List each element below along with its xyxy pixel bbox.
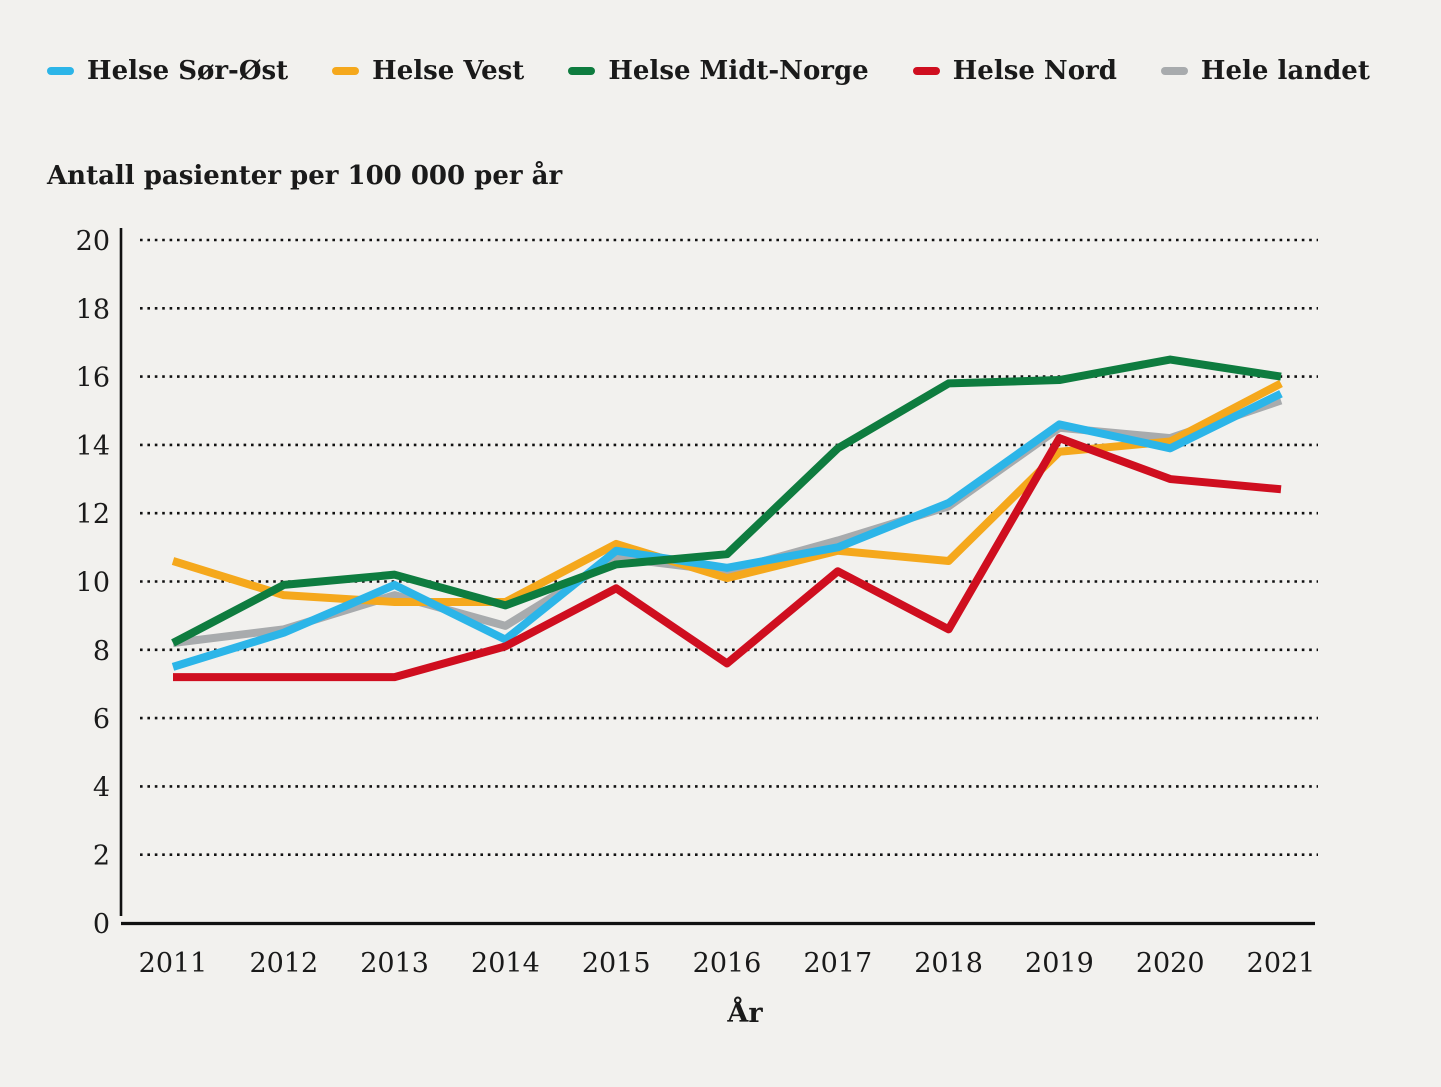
legend-swatch-helse-nord	[912, 67, 940, 75]
x-tick-label-2015: 2015	[582, 948, 651, 979]
y-tick-label-2: 2	[93, 841, 110, 872]
chart-legend: Helse Sør-Øst Helse Vest Helse Midt-Norge H…	[47, 56, 1370, 86]
series-line-helse-sor-ost	[171, 390, 1283, 671]
legend-label: Helse Vest	[372, 56, 525, 86]
legend-swatch-helse-midt-norge	[568, 67, 596, 75]
y-tick-label-4: 4	[93, 772, 110, 803]
x-axis-title: År	[727, 998, 763, 1029]
legend-item-helse-nord: Helse Nord	[912, 56, 1117, 86]
y-tick-label-12: 12	[76, 499, 110, 530]
y-tick-label-6: 6	[93, 704, 110, 735]
x-tick-label-2012: 2012	[249, 948, 318, 979]
x-tick-label-2018: 2018	[914, 948, 983, 979]
y-tick-label-18: 18	[76, 294, 110, 325]
x-tick-label-2014: 2014	[471, 948, 540, 979]
x-tick-label-2011: 2011	[139, 948, 208, 979]
series-line-helse-midt-norge	[171, 355, 1282, 647]
y-tick-label-14: 14	[76, 431, 110, 462]
y-axis-title: Antall pasienter per 100 000 per år	[47, 161, 563, 191]
x-tick-label-2017: 2017	[803, 948, 872, 979]
series-line-helse-nord	[173, 434, 1282, 682]
y-tick-label-20: 20	[76, 226, 110, 257]
x-tick-label-2021: 2021	[1247, 948, 1316, 979]
x-tick-label-2019: 2019	[1025, 948, 1094, 979]
legend-label: Helse Midt-Norge	[608, 56, 869, 86]
legend-label: Helse Sør-Øst	[87, 56, 289, 86]
x-tick-label-2013: 2013	[360, 948, 429, 979]
legend-swatch-hele-landet	[1160, 67, 1188, 75]
legend-item-helse-vest: Helse Vest	[332, 56, 524, 86]
y-tick-label-8: 8	[93, 636, 110, 667]
y-tick-label-10: 10	[76, 568, 110, 599]
x-tick-label-2020: 2020	[1136, 948, 1205, 979]
legend-item-helse-midt-norge: Helse Midt-Norge	[568, 56, 869, 86]
legend-swatch-helse-sor-ost	[47, 67, 74, 75]
legend-label: Hele landet	[1200, 56, 1370, 86]
x-tick-label-2016: 2016	[693, 948, 762, 979]
y-tick-label-0: 0	[93, 909, 110, 940]
legend-item-hele-landet: Hele landet	[1160, 56, 1370, 86]
y-tick-label-16: 16	[76, 363, 110, 394]
legend-swatch-helse-vest	[332, 67, 360, 75]
legend-item-helse-sor-ost: Helse Sør-Øst	[47, 56, 288, 86]
legend-label: Helse Nord	[952, 56, 1117, 86]
